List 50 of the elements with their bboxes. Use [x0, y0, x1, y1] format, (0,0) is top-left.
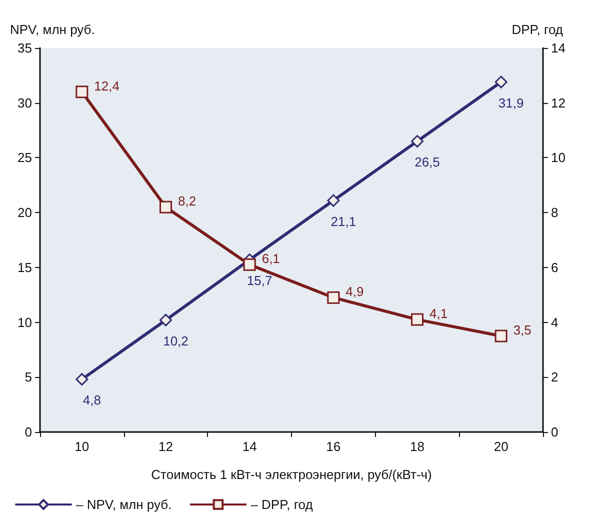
data-label: 31,9 — [498, 95, 524, 110]
legend-label: – DPP, год — [250, 497, 314, 512]
data-label: 10,2 — [163, 333, 188, 348]
y2-tick-label: 14 — [551, 40, 566, 56]
x-tick-label: 12 — [158, 439, 173, 454]
y2-tick-label: 10 — [551, 150, 566, 166]
y2-tick-label: 8 — [551, 205, 558, 220]
point — [411, 313, 424, 326]
x-tick-label: 14 — [242, 439, 257, 454]
data-label: 15,7 — [246, 273, 272, 288]
point — [327, 194, 340, 207]
x-tick-label: 10 — [74, 439, 90, 454]
point — [76, 373, 88, 386]
y-tick-label: 25 — [18, 150, 32, 166]
x-axis-title: Стоимость 1 кВт-ч электроэнергии, руб/(кВт-ч) — [151, 467, 432, 482]
point — [327, 291, 340, 304]
data-label: 21,1 — [330, 214, 356, 229]
y-tick-label: 10 — [18, 314, 32, 330]
x-tick-label: 18 — [410, 439, 424, 454]
y2-tick-label: 6 — [551, 260, 558, 275]
data-label: 4,1 — [430, 306, 448, 322]
point — [411, 135, 424, 148]
y2-tick-label: 0 — [551, 424, 558, 440]
x-tick-label: 16 — [326, 439, 341, 454]
data-label: 4,8 — [82, 392, 101, 408]
y-tick-label: 20 — [18, 205, 32, 220]
point — [494, 76, 508, 88]
y-tick-label: 5 — [24, 370, 32, 385]
data-label: 6,1 — [262, 251, 280, 266]
y2-tick-label: 2 — [551, 370, 558, 385]
x-tick-label: 20 — [494, 439, 508, 454]
data-label: 4,9 — [346, 284, 364, 300]
data-label: 8,2 — [178, 194, 196, 209]
y-axis-title: NPV, млн руб. — [10, 22, 95, 37]
y-tick-label: 15 — [18, 260, 32, 275]
data-label: 3,5 — [513, 322, 532, 338]
data-label: 26,5 — [414, 154, 440, 170]
point — [160, 314, 172, 326]
legend-label: – NPV, млн руб. — [76, 497, 172, 512]
point — [494, 330, 508, 342]
y2-axis-title: DPP, год — [512, 22, 564, 37]
data-label: 12,4 — [94, 78, 120, 94]
y-tick-label: 0 — [24, 424, 32, 440]
point — [243, 258, 256, 271]
y2-tick-label: 12 — [551, 95, 566, 110]
point — [160, 200, 172, 214]
y2-tick-label: 4 — [551, 314, 558, 330]
y-tick-label: 30 — [18, 95, 32, 110]
y-tick-label: 35 — [18, 40, 32, 56]
point — [76, 86, 88, 98]
